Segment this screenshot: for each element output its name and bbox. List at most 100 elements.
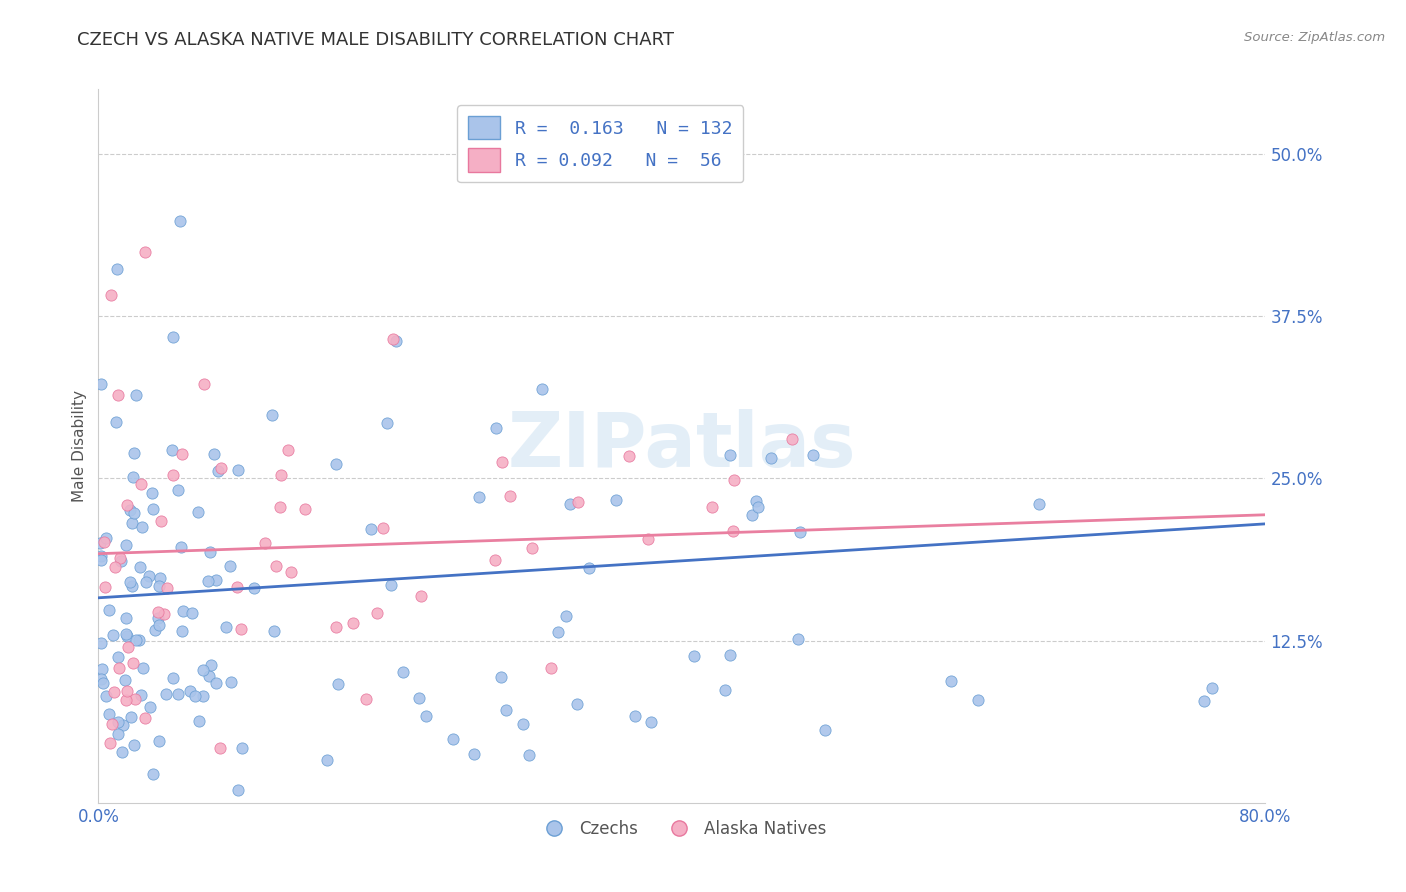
Point	[342, 616, 364, 631]
Point	[97, 706, 120, 721]
Point	[91, 676, 114, 690]
Point	[567, 494, 589, 508]
Point	[101, 717, 124, 731]
Point	[142, 766, 165, 780]
Point	[139, 700, 162, 714]
Text: Source: ZipAtlas.com: Source: ZipAtlas.com	[1244, 31, 1385, 45]
Point	[721, 524, 744, 538]
Point	[617, 449, 640, 463]
Point	[90, 377, 112, 392]
Point	[214, 620, 236, 634]
Point	[205, 676, 228, 690]
Point	[156, 581, 179, 595]
Point	[111, 718, 134, 732]
Point	[205, 573, 228, 587]
Point	[97, 603, 120, 617]
Point	[160, 442, 183, 457]
Point	[202, 446, 225, 460]
Point	[146, 611, 169, 625]
Point	[530, 382, 553, 396]
Point	[114, 673, 136, 687]
Point	[219, 674, 242, 689]
Point	[683, 648, 706, 663]
Point	[108, 661, 131, 675]
Point	[371, 521, 394, 535]
Y-axis label: Male Disability: Male Disability	[72, 390, 87, 502]
Point	[105, 415, 128, 429]
Point	[441, 732, 464, 747]
Point	[209, 740, 232, 755]
Point	[463, 747, 485, 761]
Point	[122, 506, 145, 520]
Point	[111, 745, 134, 759]
Point	[121, 469, 143, 483]
Point	[172, 604, 194, 618]
Point	[229, 622, 252, 636]
Point	[197, 574, 219, 588]
Point	[115, 538, 138, 552]
Point	[134, 711, 156, 725]
Point	[114, 627, 136, 641]
Point	[375, 417, 398, 431]
Point	[105, 261, 128, 276]
Point	[132, 661, 155, 675]
Point	[384, 334, 406, 348]
Point	[225, 580, 247, 594]
Point	[90, 553, 112, 567]
Point	[605, 492, 627, 507]
Point	[120, 502, 142, 516]
Point	[107, 649, 129, 664]
Point	[558, 497, 581, 511]
Point	[170, 447, 193, 461]
Point	[170, 624, 193, 639]
Point	[243, 582, 266, 596]
Point	[718, 648, 741, 662]
Point	[409, 589, 432, 603]
Point	[143, 623, 166, 637]
Point	[1201, 681, 1223, 696]
Point	[468, 490, 491, 504]
Point	[495, 703, 517, 717]
Point	[723, 473, 745, 487]
Point	[115, 629, 138, 643]
Point	[747, 500, 769, 514]
Point	[780, 432, 803, 446]
Point	[354, 692, 377, 706]
Point	[801, 449, 824, 463]
Point	[128, 633, 150, 648]
Point	[520, 541, 543, 556]
Point	[170, 541, 193, 555]
Point	[263, 624, 285, 639]
Point	[167, 483, 190, 497]
Point	[814, 723, 837, 737]
Point	[115, 498, 138, 512]
Point	[187, 505, 209, 519]
Point	[124, 692, 146, 706]
Point	[108, 550, 131, 565]
Point	[107, 714, 129, 729]
Point	[540, 661, 562, 675]
Point	[741, 508, 763, 522]
Legend: Czechs, Alaska Natives: Czechs, Alaska Natives	[530, 814, 834, 845]
Point	[1194, 694, 1216, 708]
Point	[193, 376, 215, 391]
Point	[101, 628, 124, 642]
Point	[93, 535, 115, 549]
Point	[98, 736, 121, 750]
Point	[90, 636, 112, 650]
Point	[277, 442, 299, 457]
Point	[129, 688, 152, 702]
Point	[382, 333, 405, 347]
Point	[146, 605, 169, 619]
Text: CZECH VS ALASKA NATIVE MALE DISABILITY CORRELATION CHART: CZECH VS ALASKA NATIVE MALE DISABILITY C…	[77, 31, 675, 49]
Point	[226, 782, 249, 797]
Point	[128, 560, 150, 574]
Point	[759, 450, 782, 465]
Point	[138, 569, 160, 583]
Point	[198, 545, 221, 559]
Point	[169, 214, 191, 228]
Point	[270, 468, 292, 483]
Point	[745, 493, 768, 508]
Point	[120, 710, 142, 724]
Point	[198, 669, 221, 683]
